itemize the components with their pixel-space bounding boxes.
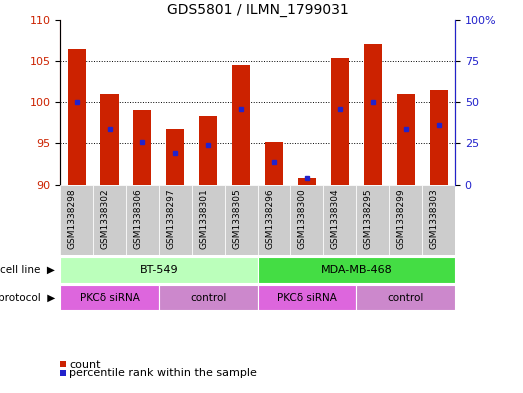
Text: GSM1338295: GSM1338295 xyxy=(363,188,373,249)
Bar xyxy=(396,94,415,185)
Bar xyxy=(159,185,192,255)
Bar xyxy=(422,185,455,255)
Bar xyxy=(298,178,316,185)
Text: GSM1338299: GSM1338299 xyxy=(396,188,406,249)
Text: GSM1338301: GSM1338301 xyxy=(199,188,208,249)
Bar xyxy=(257,185,290,255)
Text: GSM1338296: GSM1338296 xyxy=(265,188,274,249)
Bar xyxy=(323,185,356,255)
Text: MDA-MB-468: MDA-MB-468 xyxy=(321,265,392,275)
Bar xyxy=(257,257,455,283)
Bar xyxy=(60,285,159,310)
Bar xyxy=(67,48,86,185)
Text: GSM1338304: GSM1338304 xyxy=(331,188,340,249)
Text: protocol  ▶: protocol ▶ xyxy=(0,293,55,303)
Bar xyxy=(363,44,382,185)
Text: percentile rank within the sample: percentile rank within the sample xyxy=(69,368,257,378)
Bar xyxy=(331,59,349,185)
Text: cell line  ▶: cell line ▶ xyxy=(0,265,55,275)
Bar xyxy=(192,185,225,255)
Bar xyxy=(257,285,356,310)
Bar xyxy=(100,94,119,185)
Bar xyxy=(133,110,152,185)
Text: GSM1338298: GSM1338298 xyxy=(67,188,76,249)
Bar xyxy=(265,142,283,185)
Bar xyxy=(356,185,389,255)
Bar xyxy=(159,285,257,310)
Bar xyxy=(60,257,257,283)
Text: count: count xyxy=(69,360,100,370)
Bar xyxy=(232,65,250,185)
Text: GSM1338303: GSM1338303 xyxy=(429,188,439,249)
Text: PKCδ siRNA: PKCδ siRNA xyxy=(277,293,337,303)
Bar xyxy=(93,185,126,255)
Text: control: control xyxy=(388,293,424,303)
Text: control: control xyxy=(190,293,226,303)
Bar xyxy=(126,185,159,255)
Bar xyxy=(356,285,455,310)
Text: GSM1338306: GSM1338306 xyxy=(133,188,142,249)
Text: GSM1338305: GSM1338305 xyxy=(232,188,241,249)
Bar xyxy=(429,90,448,185)
Bar xyxy=(389,185,422,255)
Text: PKCδ siRNA: PKCδ siRNA xyxy=(79,293,140,303)
Bar xyxy=(225,185,257,255)
Bar xyxy=(199,116,217,185)
Bar xyxy=(60,185,93,255)
Text: GSM1338302: GSM1338302 xyxy=(100,188,109,249)
Text: BT-549: BT-549 xyxy=(140,265,178,275)
Text: GSM1338300: GSM1338300 xyxy=(298,188,307,249)
Title: GDS5801 / ILMN_1799031: GDS5801 / ILMN_1799031 xyxy=(167,3,348,17)
Bar xyxy=(166,129,185,185)
Bar xyxy=(290,185,323,255)
Text: GSM1338297: GSM1338297 xyxy=(166,188,175,249)
